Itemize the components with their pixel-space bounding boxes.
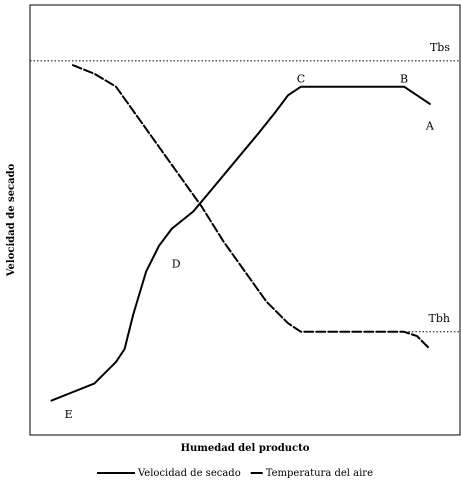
series-group bbox=[50, 64, 431, 402]
point-labels: A B C D E bbox=[65, 72, 435, 420]
x-axis-title: Humedad del producto bbox=[181, 443, 310, 454]
point-label-d: D bbox=[172, 257, 181, 270]
reference-lines: Tbs Tbh bbox=[30, 41, 460, 333]
plot-frame bbox=[29, 4, 461, 436]
point-label-a: A bbox=[425, 120, 435, 133]
series-line-velocidad-de-secado bbox=[50, 85, 431, 402]
y-axis-title: Velocidad de secado bbox=[6, 163, 17, 277]
legend-label-velocidad-de-secado: Velocidad de secado bbox=[137, 468, 241, 479]
reference-label-tbs: Tbs bbox=[430, 41, 450, 54]
series-line-temperatura-del-aire bbox=[72, 64, 431, 350]
legend-label-temperatura-del-aire: Temperatura del aire bbox=[266, 468, 373, 479]
legend: Velocidad de secado Temperatura del aire bbox=[97, 468, 373, 479]
point-label-b: B bbox=[400, 72, 408, 85]
point-label-c: C bbox=[297, 72, 305, 85]
reference-label-tbh: Tbh bbox=[429, 312, 450, 325]
point-label-e: E bbox=[65, 408, 73, 421]
